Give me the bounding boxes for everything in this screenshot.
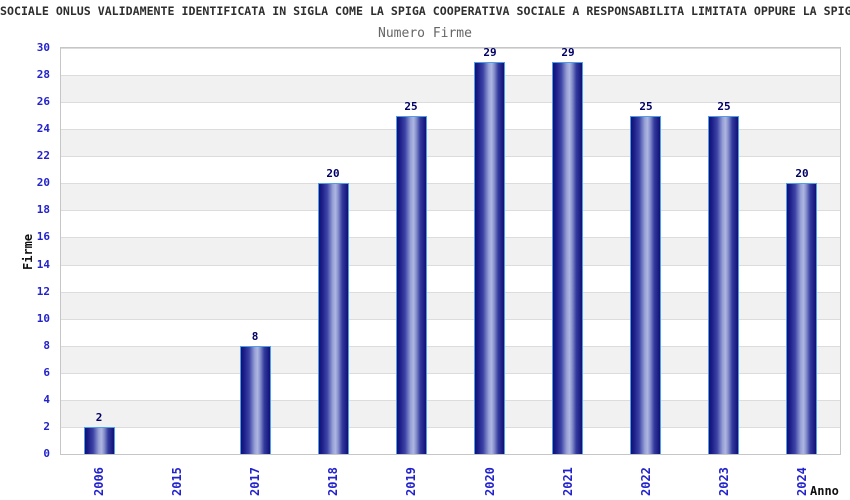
- x-tick-label: 2023: [717, 467, 731, 496]
- bar: [396, 115, 427, 454]
- grid-band: [61, 48, 840, 76]
- chart-title: SOCIALE ONLUS VALIDAMENTE IDENTIFICATA I…: [0, 4, 850, 18]
- bar-value-label: 29: [561, 45, 575, 59]
- x-tick-label: 2015: [170, 467, 184, 496]
- y-tick-label: 14: [36, 257, 50, 271]
- bar-value-label: 20: [795, 167, 809, 181]
- bar-value-label: 25: [639, 99, 653, 113]
- x-tick-label: 2006: [92, 467, 106, 496]
- bar-value-label: 29: [483, 45, 497, 59]
- bar: [84, 426, 115, 454]
- y-tick-label: 22: [36, 149, 50, 163]
- x-tick-label: 2024: [795, 467, 809, 496]
- bar: [708, 115, 739, 454]
- x-axis-label: Anno: [810, 484, 839, 498]
- y-tick-label: 8: [43, 338, 50, 352]
- y-tick-label: 24: [36, 122, 50, 136]
- bar: [318, 183, 349, 454]
- y-tick-label: 18: [36, 203, 50, 217]
- bar-value-label: 25: [404, 99, 418, 113]
- grid-band: [61, 75, 840, 103]
- y-tick-label: 2: [43, 419, 50, 433]
- y-tick-label: 30: [36, 41, 50, 54]
- x-tick-label: 2022: [639, 467, 653, 496]
- y-axis-label: Firme: [21, 233, 35, 270]
- y-tick-label: 28: [36, 68, 50, 82]
- y-tick-label: 20: [36, 176, 50, 190]
- y-tick-label: 0: [43, 447, 50, 460]
- y-tick-label: 16: [36, 230, 50, 244]
- bar-value-label: 25: [717, 99, 731, 113]
- x-tick-label: 2017: [248, 467, 262, 496]
- chart-subtitle: Numero Firme: [378, 26, 472, 41]
- x-tick-label: 2019: [404, 467, 418, 496]
- bar-value-label: 2: [95, 410, 103, 424]
- bar-value-label: 8: [251, 329, 259, 343]
- bar: [474, 61, 505, 454]
- y-tick-label: 4: [43, 392, 50, 406]
- y-tick-label: 6: [43, 365, 50, 379]
- bar-value-label: 20: [326, 167, 340, 181]
- x-tick-label: 2018: [326, 467, 340, 496]
- bar: [240, 345, 271, 454]
- y-tick-label: 26: [36, 95, 50, 109]
- bar: [552, 61, 583, 454]
- y-tick-label: 12: [36, 284, 50, 298]
- x-tick-label: 2020: [483, 467, 497, 496]
- bar: [630, 115, 661, 454]
- plot-area: [60, 47, 841, 455]
- y-tick-label: 10: [36, 311, 50, 325]
- bar: [786, 183, 817, 454]
- x-tick-label: 2021: [561, 467, 575, 496]
